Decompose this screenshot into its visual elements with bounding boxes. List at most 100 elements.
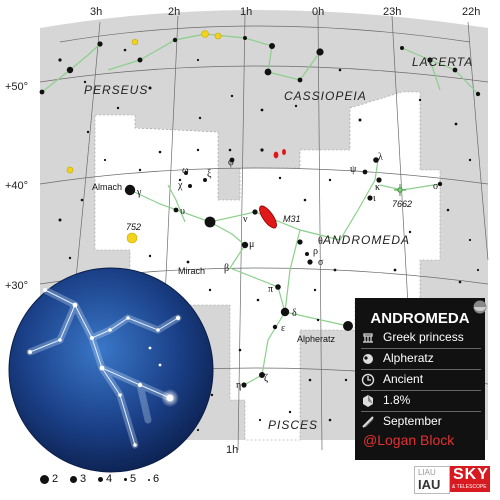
sky-area-icon — [363, 395, 373, 407]
star-mu — [241, 241, 249, 249]
best-month-icon — [362, 416, 374, 428]
info-title: ANDROMEDA — [370, 310, 470, 327]
label-752: 752 — [126, 222, 141, 232]
info-mythology-text: Greek princess — [383, 330, 464, 344]
name-alpheratz: Alpheratz — [297, 334, 336, 344]
info-origin-text: Ancient — [383, 372, 424, 386]
sky-logo-subtext: & TELESCOPE — [452, 484, 487, 490]
mag-2-label: 2 — [52, 473, 59, 485]
ra-label-23h: 23h — [383, 6, 401, 18]
star-nu — [252, 209, 258, 215]
constellation-info-card: ANDROMEDA Greek princess Alpheratz Ancie… — [355, 298, 485, 460]
info-row-brightest-star: Alpheratz — [361, 349, 481, 370]
greek-xi: ξ — [207, 169, 212, 180]
label-andromeda: ANDROMEDA — [322, 233, 410, 247]
greek-lambda: λ — [378, 152, 383, 163]
star-lambda — [373, 157, 379, 163]
label-perseus: PERSEUS — [84, 83, 148, 97]
sky-logo-text: SKY — [453, 466, 489, 483]
info-row-mythology: Greek princess — [361, 328, 481, 349]
star-eta — [241, 382, 247, 388]
ngc7662-nebula — [394, 184, 406, 196]
star-phi — [229, 157, 235, 163]
greek-theta: θ — [318, 236, 323, 247]
iau-logo: LIAU IAU — [414, 466, 450, 494]
star-psi — [362, 169, 368, 175]
star-mirach — [204, 216, 216, 228]
neighbor-stick-lines — [41, 33, 479, 191]
brightest-star-icon — [363, 354, 373, 364]
iau-logo-text: IAU — [418, 477, 441, 492]
ra-label-3h: 3h — [90, 6, 102, 18]
star-theta — [297, 239, 303, 245]
mag-4-label: 4 — [106, 473, 113, 485]
greek-upsilon: υ — [180, 206, 185, 217]
globe-badge-icon — [473, 300, 487, 314]
label-m31: M31 — [283, 214, 301, 224]
mag-6-label: 6 — [153, 473, 160, 485]
mag-5-label: 5 — [130, 473, 137, 485]
info-brightest-star-text: Alpheratz — [383, 351, 434, 365]
star-almach — [124, 184, 136, 196]
mag-3-label: 3 — [80, 473, 87, 485]
star-epsilon — [272, 324, 278, 330]
star-zeta — [259, 372, 265, 378]
dec-label-30: +30° — [5, 280, 28, 292]
andromeda-stars — [124, 157, 382, 388]
star-iota — [367, 195, 373, 201]
credit-text: @Logan Block — [363, 432, 455, 448]
dec-label-50: +50° — [5, 81, 28, 93]
label-lacerta: LACERTA — [412, 55, 473, 69]
star-sigma — [307, 259, 313, 265]
mag-6-dot — [148, 479, 150, 481]
name-mirach: Mirach — [178, 266, 205, 276]
greek-nu: ν — [243, 214, 248, 225]
iau-logo-top: LIAU — [418, 468, 436, 477]
constellation-boundary — [94, 91, 441, 441]
info-best-month-text: September — [383, 414, 442, 428]
greek-pi: π — [268, 284, 273, 295]
greek-kappa: κ — [375, 182, 380, 193]
greek-chi: χ — [177, 180, 183, 191]
star-pi — [275, 284, 281, 290]
star-omega — [184, 171, 188, 175]
greek-rho: ρ — [313, 246, 318, 257]
info-sky-area-text: 1.8% — [383, 393, 411, 407]
galaxy-pair-2 — [282, 149, 286, 155]
ra-label-bottom-1h: 1h — [226, 444, 238, 456]
greek-iota: ι — [373, 193, 376, 204]
info-row-sky-area: 1.8% — [361, 391, 481, 412]
ra-label-22h: 22h — [462, 6, 480, 18]
star-upsilon — [173, 207, 179, 213]
dec-label-40: +40° — [5, 180, 28, 192]
ra-label-0h: 0h — [312, 6, 324, 18]
greek-beta: β — [224, 263, 229, 274]
star-delta — [280, 307, 290, 317]
label-pisces: PISCES — [268, 418, 318, 432]
sky-telescope-logo: SKY & TELESCOPE — [450, 466, 490, 492]
mag-3-dot — [70, 476, 77, 483]
greek-sigma: σ — [318, 257, 324, 268]
greek-epsilon: ε — [281, 323, 285, 334]
origin-icon — [361, 373, 375, 387]
greek-eta: η — [236, 380, 241, 391]
greek-phi: φ — [228, 157, 234, 168]
mythology-icon — [363, 333, 373, 343]
ngc752-cluster — [126, 232, 138, 244]
name-almach: Almach — [92, 182, 122, 192]
greek-zeta: ζ — [264, 373, 268, 384]
star-xi — [203, 178, 207, 182]
mag-5-dot — [124, 478, 127, 481]
star-alpheratz — [343, 321, 353, 331]
constellation-globe — [8, 267, 214, 473]
open-clusters — [66, 30, 479, 306]
greek-mu: μ — [249, 239, 254, 250]
neighbor-bright-stars — [39, 36, 481, 187]
mag-2-dot — [40, 475, 49, 484]
greek-gamma: γ — [136, 187, 142, 198]
star-kappa — [376, 177, 382, 183]
greek-psi: ψ — [350, 164, 357, 175]
star-rho — [305, 252, 309, 256]
label-7662: 7662 — [392, 199, 412, 209]
star-chi — [188, 184, 192, 188]
